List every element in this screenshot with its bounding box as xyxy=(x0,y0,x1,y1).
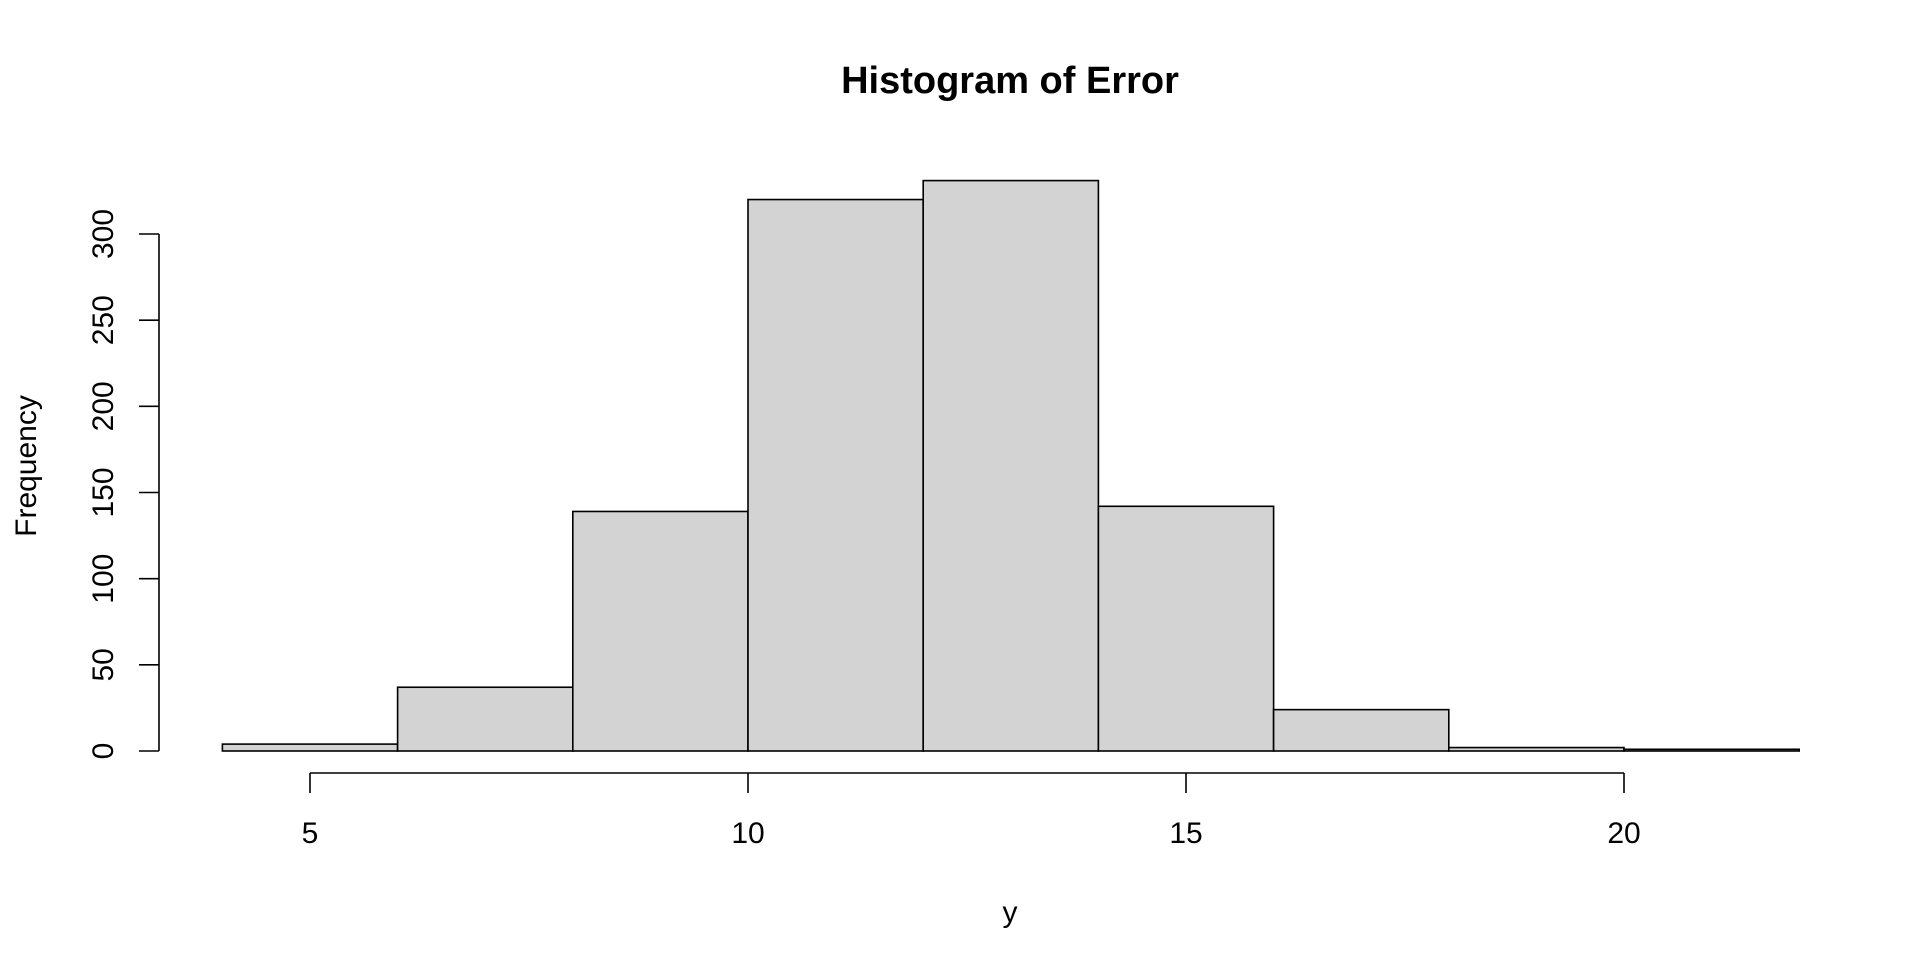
y-tick-label: 250 xyxy=(87,295,120,345)
histogram-bar xyxy=(1272,708,1450,752)
y-tick-label: 0 xyxy=(87,743,120,760)
histogram-bar xyxy=(571,510,749,752)
y-axis-label: Frequency xyxy=(10,395,43,537)
x-tick-label: 15 xyxy=(1169,817,1202,850)
x-axis: 5 10 15 20 xyxy=(302,772,1641,850)
histogram-bar xyxy=(922,179,1100,752)
y-tick-label: 100 xyxy=(87,554,120,604)
histogram-bar xyxy=(1623,748,1800,752)
y-tick-label: 300 xyxy=(87,209,120,259)
x-axis-label: y xyxy=(1003,896,1018,929)
histogram-bar xyxy=(747,198,924,752)
y-tick-label: 50 xyxy=(87,648,120,681)
y-axis: 0 50 100 150 200 250 300 xyxy=(87,209,160,760)
chart-title: Histogram of Error xyxy=(841,60,1179,102)
y-tick-label: 150 xyxy=(87,467,120,517)
bars-group xyxy=(221,179,1800,752)
histogram-bar xyxy=(221,743,399,752)
x-tick-label: 10 xyxy=(731,817,764,850)
x-tick-label: 20 xyxy=(1607,817,1640,850)
y-tick-label: 200 xyxy=(87,381,120,431)
histogram-bar xyxy=(1097,505,1275,752)
x-tick-label: 5 xyxy=(302,817,319,850)
histogram-bar xyxy=(1448,746,1625,752)
histogram-bar xyxy=(396,686,574,752)
